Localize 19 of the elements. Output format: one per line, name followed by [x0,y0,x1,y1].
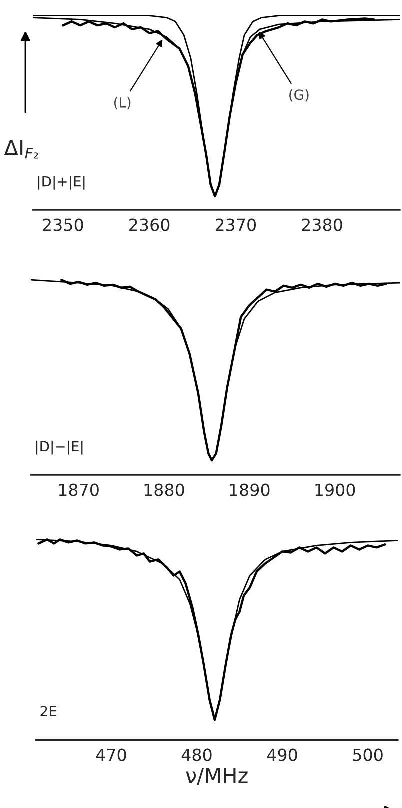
x-tick-label: 2350 [43,218,84,232]
x-tick-label: 1900 [316,484,356,496]
x-tick-label: 490 [267,748,298,762]
x-tick-label: 2380 [302,218,342,232]
x-tick-label: 2360 [130,218,170,232]
x-tick-label: 1870 [59,484,99,496]
x-tick-label: 1890 [230,484,270,496]
x-tick-label: 500 [353,748,383,762]
x-tick-label: 1880 [144,484,184,496]
annotation: (L) [114,97,131,110]
annotation: |D|−|E| [36,440,83,455]
x-tick-label: 2370 [216,218,256,232]
x-tick-label: 480 [182,748,212,762]
annotation: (G) [290,89,309,102]
y-axis-title: ΔI$_{F₂}$ [4,140,38,159]
annotation: 2E [40,706,57,716]
x-tick-label: 470 [96,748,126,762]
x-axis-title: ν/MHz [186,768,248,786]
annotation: |D|+|E| [38,176,85,190]
